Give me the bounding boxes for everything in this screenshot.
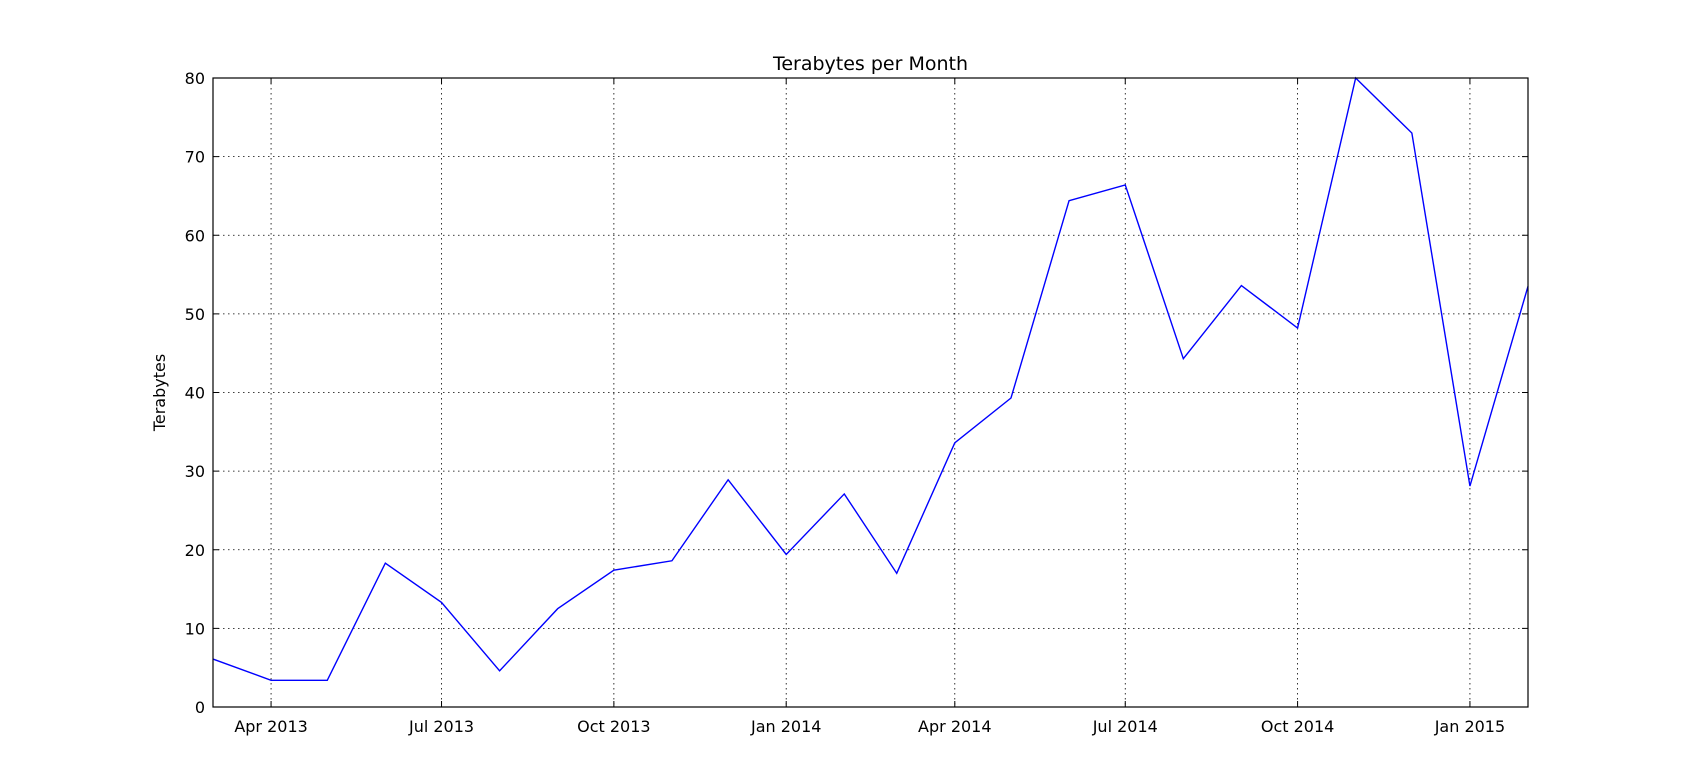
x-tick-label: Jul 2014 — [1092, 717, 1158, 736]
y-tick-label: 40 — [185, 384, 205, 403]
plot-frame — [212, 77, 1529, 708]
series-layer — [212, 76, 1529, 681]
plot-area-border — [212, 77, 1529, 708]
y-tick-label: 10 — [185, 619, 205, 638]
x-tick-label: Jan 2015 — [1434, 717, 1505, 736]
x-tick-label: Apr 2014 — [918, 717, 991, 736]
x-tick-label: Oct 2014 — [1261, 717, 1334, 736]
x-tick-label: Jul 2013 — [408, 717, 474, 736]
x-axis-ticks: Apr 2013 Jul 2013 Oct 2013 Jan 2014 Apr 2014… — [234, 78, 1505, 736]
x-tick-label: Jan 2014 — [750, 717, 821, 736]
y-tick-label: 20 — [185, 541, 205, 560]
y-tick-label: 70 — [185, 148, 205, 167]
y-tick-label: 30 — [185, 462, 205, 481]
y-axis-label: Terabytes — [150, 354, 169, 432]
y-tick-label: 80 — [185, 69, 205, 88]
y-tick-label: 50 — [185, 305, 205, 324]
grid-lines — [213, 78, 1528, 707]
chart-title: Terabytes per Month — [772, 53, 968, 75]
y-tick-label: 0 — [195, 698, 205, 717]
y-axis-ticks: 0 10 20 30 40 50 60 70 80 — [185, 69, 1528, 717]
x-tick-label: Oct 2013 — [577, 717, 650, 736]
series-line — [212, 76, 1529, 681]
y-tick-label: 60 — [185, 226, 205, 245]
x-tick-label: Apr 2013 — [234, 717, 307, 736]
